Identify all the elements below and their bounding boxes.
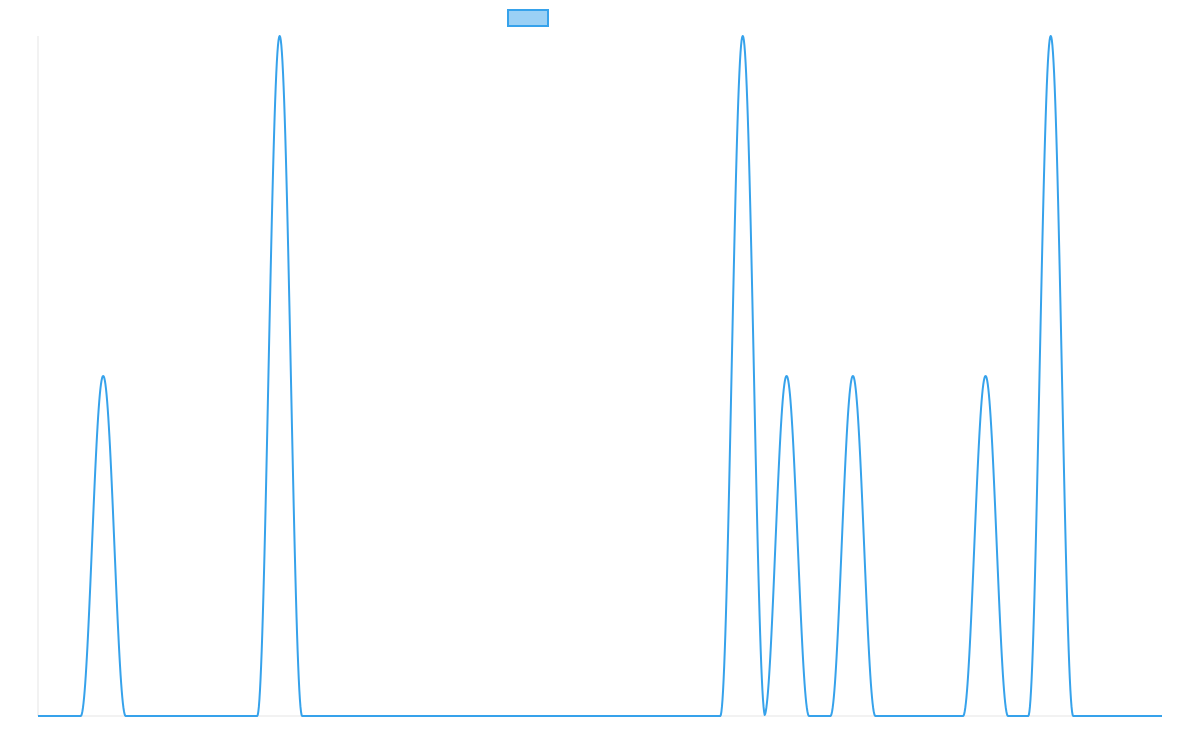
series-0-peak-3[interactable] <box>783 372 791 380</box>
series-0-peak-4[interactable] <box>849 372 857 380</box>
series-layer <box>37 32 1163 717</box>
series-0-peak-2[interactable] <box>739 32 747 40</box>
series-0-peak-6[interactable] <box>1047 32 1055 40</box>
legend[interactable] <box>507 9 549 27</box>
series-line-0 <box>37 35 1163 717</box>
series-0-peak-5[interactable] <box>982 372 990 380</box>
series-0-peak-0[interactable] <box>99 372 107 380</box>
legend-swatch[interactable] <box>507 9 549 27</box>
series-0-peak-1[interactable] <box>276 32 284 40</box>
